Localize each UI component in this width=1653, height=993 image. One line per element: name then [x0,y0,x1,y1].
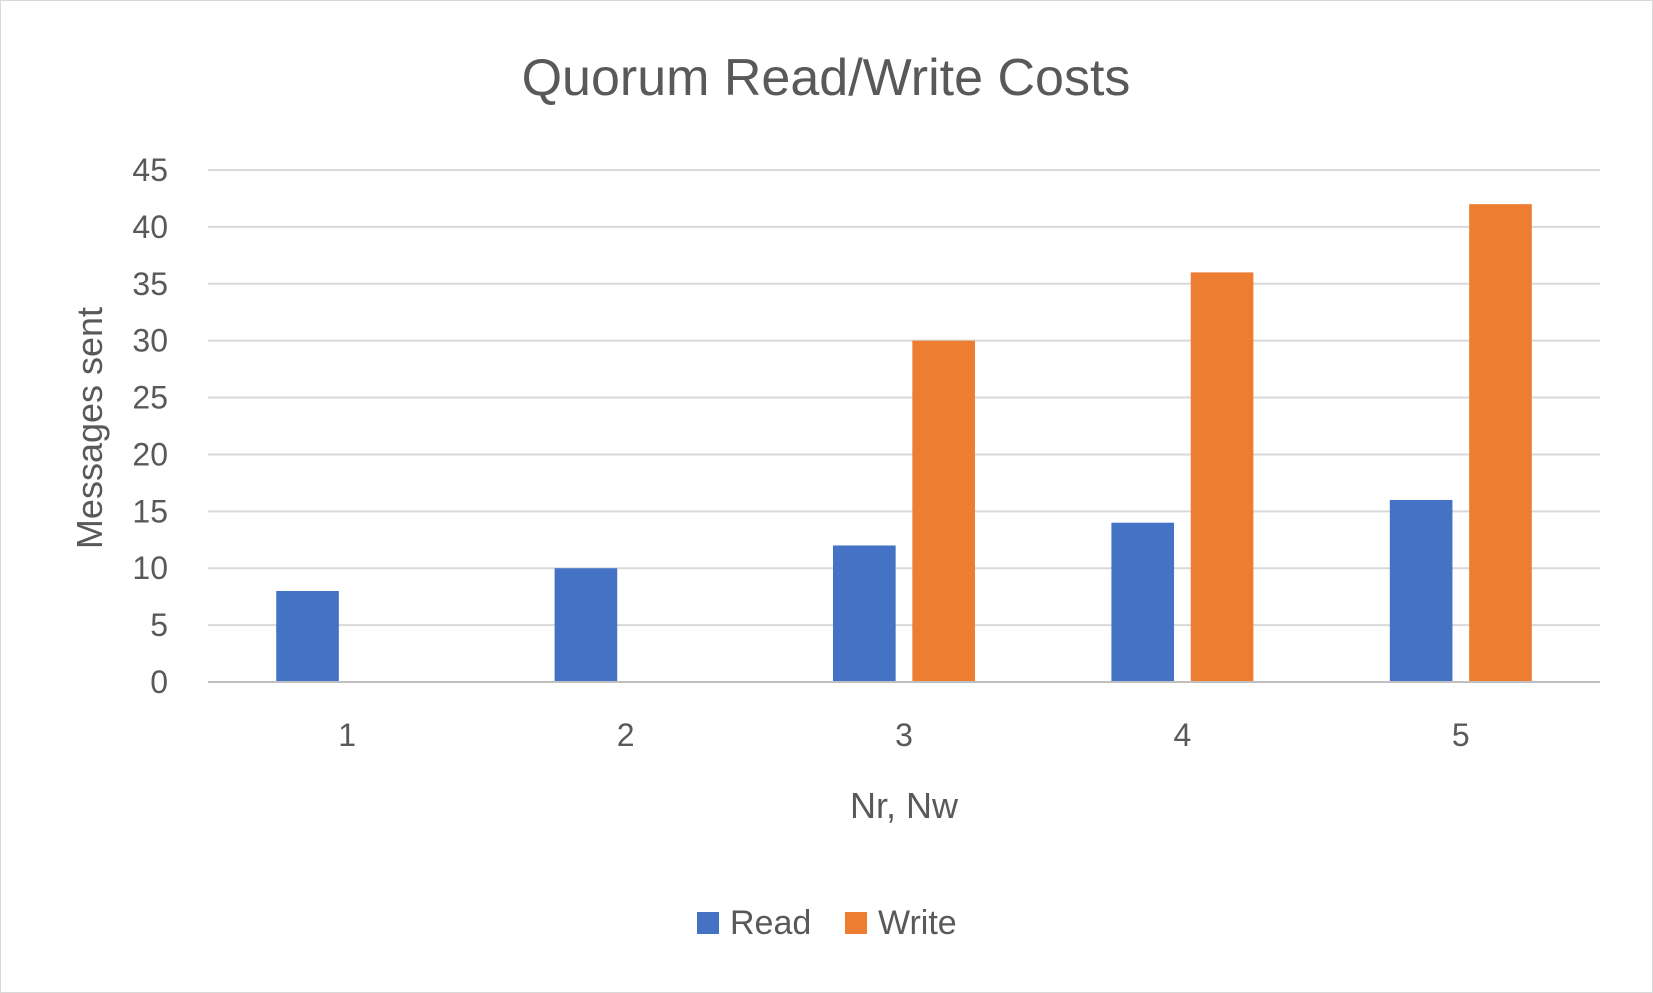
bar-write-3 [912,340,975,682]
y-tick-label: 25 [132,380,168,416]
legend-swatch-write [845,912,867,934]
legend: Read Write [697,904,957,942]
x-axis-ticks: 1 2 3 4 5 [338,717,1469,753]
y-tick-label: 5 [150,607,168,643]
y-tick-label: 0 [150,664,168,700]
y-tick-label: 15 [132,493,168,529]
x-tick-label: 3 [895,717,913,753]
legend-label-read: Read [730,904,811,942]
gridlines [208,169,1600,627]
chart-title: Quorum Read/Write Costs [522,49,1131,107]
y-axis-title: Messages sent [69,307,110,549]
bar-read-5 [1389,499,1453,682]
bar-read-3 [833,545,896,682]
legend-label-write: Write [878,904,957,942]
y-tick-label: 20 [132,436,168,472]
bar-read-1 [276,590,339,682]
x-axis-title: Nr, Nw [850,785,959,826]
bar-write-4 [1190,272,1254,682]
y-tick-label: 10 [132,550,168,586]
y-tick-label: 30 [132,323,168,359]
y-axis-ticks: 0 5 10 15 20 25 30 35 40 45 [132,152,168,700]
y-tick-label: 40 [132,209,168,245]
x-tick-label: 5 [1452,717,1470,753]
bars [276,204,1532,682]
y-tick-label: 45 [132,152,168,188]
bar-read-2 [554,568,618,682]
legend-swatch-read [697,912,719,934]
x-tick-label: 4 [1174,717,1192,753]
y-tick-label: 35 [132,266,168,302]
bar-write-5 [1469,204,1532,682]
x-tick-label: 2 [617,717,635,753]
bar-read-4 [1111,522,1175,682]
x-tick-label: 1 [338,717,356,753]
